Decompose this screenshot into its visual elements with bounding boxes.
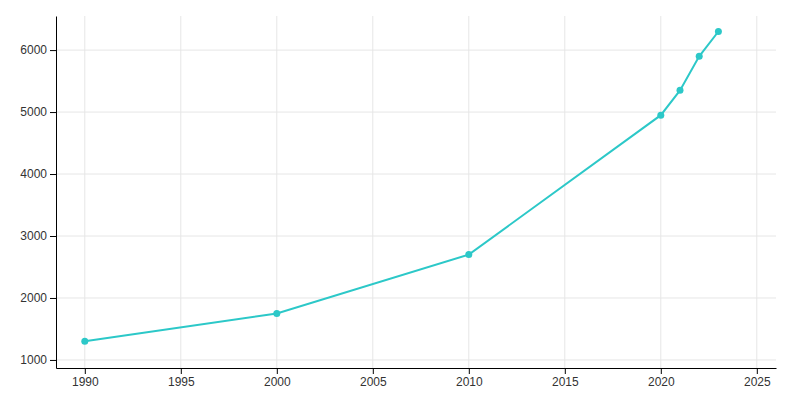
tick: 1995 <box>168 368 195 389</box>
tick-label: 2020 <box>648 375 675 389</box>
tick: 1990 <box>72 368 99 389</box>
tick-label: 2000 <box>264 375 291 389</box>
tick: 3000 <box>20 229 56 243</box>
line <box>85 31 719 341</box>
tick-mark <box>50 360 56 361</box>
tick: 2000 <box>20 291 56 305</box>
chart: 1990 1995 2000 2005 2010 2015 2020 2025 1000 2000… <box>0 0 800 400</box>
point <box>657 112 664 119</box>
grid <box>56 16 776 368</box>
y-axis: 1000 2000 3000 4000 5000 6000 <box>20 17 56 369</box>
tick-label: 6000 <box>20 43 47 57</box>
grid-line <box>56 236 776 237</box>
tick: 4000 <box>20 167 56 181</box>
tick-mark <box>50 50 56 51</box>
grid-line <box>56 50 776 51</box>
plot-area: 1990 1995 2000 2005 2010 2015 2020 2025 1000 2000… <box>20 16 776 389</box>
grid-line <box>372 16 373 368</box>
tick: 2005 <box>360 368 387 389</box>
tick: 5000 <box>20 105 56 119</box>
tick: 2015 <box>552 368 579 389</box>
tick-label: 1000 <box>20 353 47 367</box>
point <box>81 338 88 345</box>
tick: 2010 <box>456 368 483 389</box>
tick-mark <box>277 368 278 374</box>
grid-line <box>56 359 776 360</box>
grid-line <box>84 16 85 368</box>
tick-label: 5000 <box>20 105 47 119</box>
tick-mark <box>661 368 662 374</box>
tick-mark <box>181 368 182 374</box>
tick-label: 1990 <box>72 375 99 389</box>
tick-mark <box>469 368 470 374</box>
point <box>465 251 472 258</box>
point <box>677 87 684 94</box>
axis-line <box>56 17 57 369</box>
tick: 1000 <box>20 353 56 367</box>
tick-label: 2025 <box>744 375 771 389</box>
tick: 6000 <box>20 43 56 57</box>
tick-mark <box>757 368 758 374</box>
tick: 2020 <box>648 368 675 389</box>
grid-line <box>564 16 565 368</box>
grid-line <box>56 112 776 113</box>
tick-label: 2010 <box>456 375 483 389</box>
tick-label: 1995 <box>168 375 195 389</box>
tick: 2000 <box>264 368 291 389</box>
grid-line <box>468 16 469 368</box>
axis-line <box>57 368 777 369</box>
tick-mark <box>85 368 86 374</box>
tick: 2025 <box>744 368 771 389</box>
marks <box>81 28 722 345</box>
point <box>696 53 703 60</box>
x-axis: 1990 1995 2000 2005 2010 2015 2020 2025 <box>57 368 777 389</box>
tick-label: 2015 <box>552 375 579 389</box>
tick-label: 2005 <box>360 375 387 389</box>
grid-line <box>660 16 661 368</box>
point <box>273 310 280 317</box>
point <box>715 28 722 35</box>
grid-line <box>756 16 757 368</box>
tick-mark <box>373 368 374 374</box>
tick-mark <box>50 298 56 299</box>
tick-mark <box>565 368 566 374</box>
grid-line <box>56 174 776 175</box>
tick-label: 2000 <box>20 291 47 305</box>
grid-line <box>56 297 776 298</box>
tick-mark <box>50 112 56 113</box>
tick-mark <box>50 174 56 175</box>
grid-line <box>180 16 181 368</box>
tick-mark <box>50 236 56 237</box>
tick-label: 3000 <box>20 229 47 243</box>
tick-label: 4000 <box>20 167 47 181</box>
